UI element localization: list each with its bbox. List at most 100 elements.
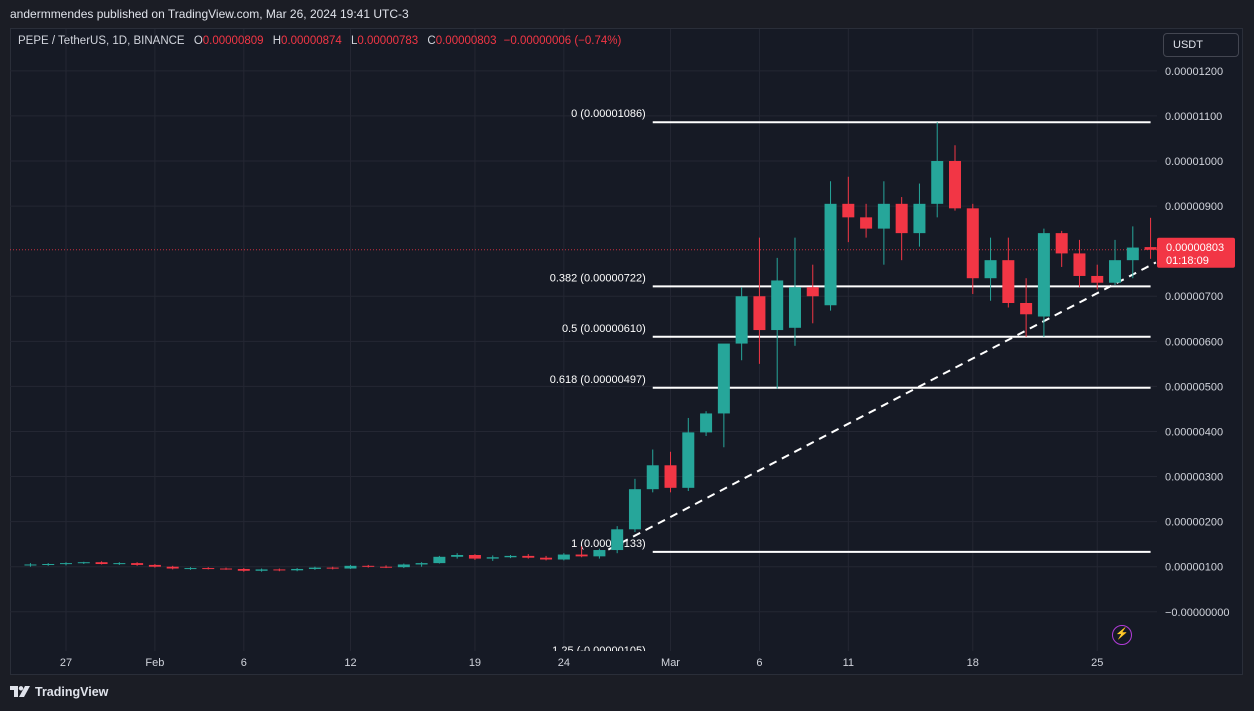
candle-body [1037, 233, 1050, 317]
x-tick-label: Mar [661, 657, 680, 669]
candle-body [433, 556, 446, 564]
x-tick-label: 11 [843, 657, 854, 669]
x-tick-label: 27 [60, 657, 72, 669]
candle-body [237, 568, 250, 571]
candle-body [788, 287, 801, 328]
candle-body [148, 564, 161, 567]
x-tick-label: Feb [145, 657, 164, 669]
candle-body [700, 413, 713, 433]
fib-level-label: 0.382 (0.00000722) [550, 272, 646, 284]
candle-body [984, 260, 997, 279]
candle-body [380, 566, 393, 568]
candle-body [42, 564, 55, 566]
currency-button[interactable]: USDT [1163, 33, 1239, 57]
y-tick-label: 0.00000700 [1165, 291, 1223, 303]
y-tick-label: 0.00000900 [1165, 201, 1223, 213]
y-tick-label: 0.00000100 [1165, 562, 1223, 574]
lightning-icon[interactable]: ⚡ [1112, 625, 1132, 645]
x-tick-label: 6 [241, 657, 247, 669]
candle-body [1109, 260, 1122, 283]
candle-body [771, 280, 784, 331]
candle-body [415, 563, 428, 565]
x-tick-label: 24 [558, 657, 570, 669]
y-tick-label: 0.00000300 [1165, 472, 1223, 484]
high-value: 0.00000874 [281, 35, 342, 47]
candle-body [77, 562, 90, 564]
y-tick-label: 0.00001200 [1165, 66, 1223, 78]
y-tick-label: 0.00000400 [1165, 426, 1223, 438]
fib-level-label: 0 (0.00001086) [571, 108, 646, 120]
candle-body [522, 555, 535, 558]
candle-body [1055, 233, 1068, 254]
low-key: L [351, 35, 358, 47]
trendline [607, 261, 1157, 551]
candle-body [308, 567, 321, 569]
candle-body [291, 568, 304, 571]
candle-body [824, 203, 837, 306]
y-tick-label: −0.00000000 [1165, 607, 1230, 619]
candle-body [113, 563, 126, 565]
candle-body [664, 465, 677, 488]
open-value: 0.00000809 [202, 35, 264, 47]
fib-level-label: 1.25 (-0.00000105) [552, 645, 646, 657]
candle-body [1091, 275, 1104, 283]
candle-body [540, 557, 553, 560]
candle-body [451, 554, 464, 557]
candle-body [1073, 253, 1086, 276]
candle-body [60, 563, 72, 565]
candle-body [682, 432, 695, 488]
candle-body [557, 554, 570, 560]
candle-body [468, 554, 481, 559]
candle-body [842, 203, 855, 218]
candle-body [1020, 303, 1033, 315]
fib-level-label: 0.5 (0.00000610) [562, 323, 646, 335]
candle-body [1144, 247, 1157, 250]
symbol-label[interactable]: PEPE / TetherUS, 1D, BINANCE [18, 35, 185, 47]
candle-body [486, 557, 499, 559]
high-key: H [272, 35, 282, 47]
x-tick-label: 12 [344, 657, 356, 669]
y-tick-label: 0.00000500 [1165, 381, 1223, 393]
bar-countdown-label: 01:18:09 [1166, 255, 1209, 267]
candle-body [966, 208, 979, 279]
candle-body [344, 565, 357, 569]
candle-body [273, 569, 286, 571]
low-value: 0.00000783 [357, 35, 419, 47]
candle-body [628, 489, 641, 530]
candle-body [806, 287, 819, 297]
tradingview-brand: TradingView [35, 685, 109, 699]
candle-body [753, 296, 766, 331]
candle-body [24, 564, 37, 566]
last-price-label: 0.00000803 [1166, 242, 1224, 254]
candle-body [593, 550, 606, 557]
x-tick-label: 25 [1091, 657, 1103, 669]
candle-body [166, 566, 179, 569]
x-tick-label: 19 [469, 657, 481, 669]
y-tick-label: 0.00000600 [1165, 336, 1223, 348]
candle-body [397, 564, 410, 568]
candle-body [184, 568, 197, 570]
tradingview-logo-icon [10, 686, 30, 697]
candle-body [1126, 247, 1139, 261]
fib-level-label: 0.618 (0.00000497) [550, 374, 646, 386]
top-bar: andermmendes published on TradingView.co… [0, 0, 1254, 28]
candle-body [860, 217, 873, 229]
candle-body [611, 529, 624, 551]
ohlc-legend: PEPE / TetherUS, 1D, BINANCE O0.00000809… [18, 35, 621, 47]
candle-body [735, 296, 748, 344]
y-tick-label: 0.00001000 [1165, 156, 1223, 168]
candle-body [362, 565, 375, 567]
fib-level-label: 1 (0.00000133) [571, 538, 646, 550]
candle-body [220, 568, 233, 570]
tradingview-logo[interactable]: TradingView [10, 685, 108, 699]
last-price-badge [1157, 237, 1235, 268]
candle-body [949, 161, 961, 209]
y-tick-label: 0.00000200 [1165, 517, 1223, 529]
candle-body [95, 562, 108, 565]
candle-body [931, 161, 944, 204]
candle-body [646, 465, 659, 490]
candle-body [913, 203, 926, 234]
candle-body [504, 555, 517, 558]
candle-body [877, 203, 890, 229]
